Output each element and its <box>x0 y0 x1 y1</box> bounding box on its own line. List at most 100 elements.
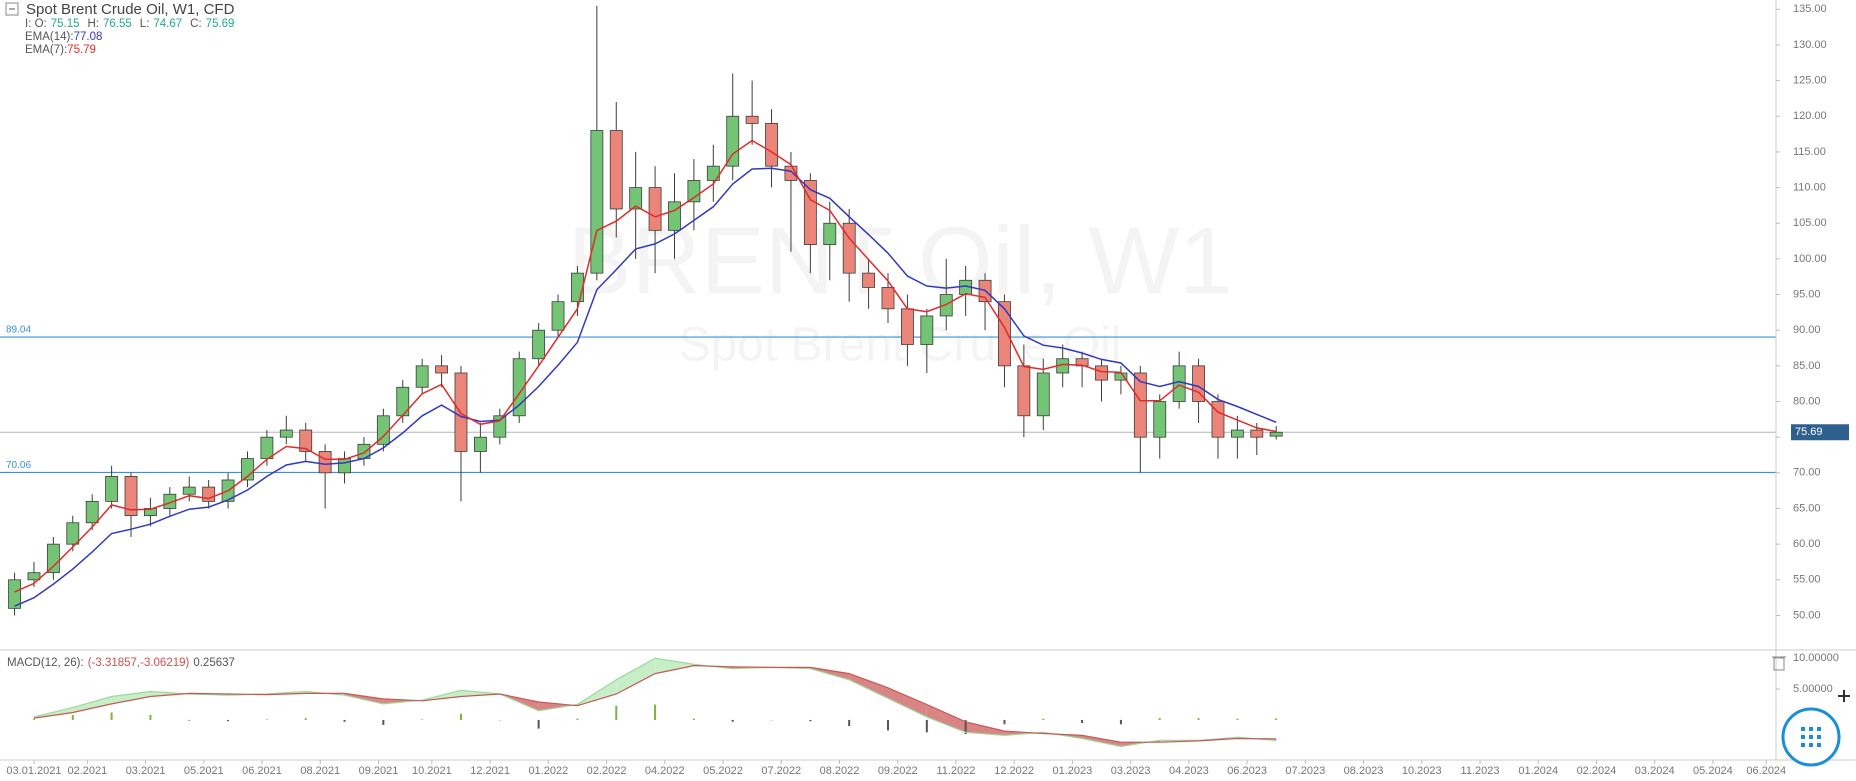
macd-fill <box>538 702 578 711</box>
move-icon[interactable] <box>1838 690 1850 702</box>
candle-body <box>1153 401 1167 438</box>
ohlc-value: 76.55 <box>103 18 132 30</box>
ohlc-label: I: O: <box>25 18 47 30</box>
candle-body <box>1133 372 1147 438</box>
ohlc-label: L: <box>140 18 150 30</box>
y-tick-label: 65.00 <box>1793 502 1821 514</box>
candle-body <box>1192 365 1205 402</box>
dot <box>1817 735 1821 739</box>
candle-body <box>1230 429 1244 438</box>
histogram-bar <box>615 705 618 720</box>
macd-values: (-3.31857,-3.06219) <box>88 657 190 669</box>
legend-entry: EMA(14):77.08 <box>25 31 102 43</box>
signal-line <box>33 664 1277 743</box>
histogram-bar <box>692 718 695 720</box>
macd-label: MACD(12, 26): <box>7 657 84 669</box>
x-tick-label: 06.2024 <box>1746 765 1786 777</box>
histogram-bar <box>576 718 579 720</box>
macd-fill <box>111 691 151 704</box>
y-tick-label: 80.00 <box>1793 395 1821 407</box>
y-tick-label: 50.00 <box>1793 609 1821 621</box>
x-tick-label: 01.2022 <box>528 765 568 777</box>
x-tick-label: 06.2023 <box>1227 765 1267 777</box>
watermark-sub: Spot Brent Crude Oil <box>679 319 1122 372</box>
histogram-bar <box>227 719 230 722</box>
y-tick-label: 135.00 <box>1793 3 1827 15</box>
histogram-bar <box>304 718 307 720</box>
x-tick-label: 01.2023 <box>1053 765 1093 777</box>
candle-body <box>182 486 196 495</box>
legend-label: EMA(7): <box>25 44 67 56</box>
candle-body <box>803 180 817 246</box>
candle-body <box>668 201 681 231</box>
histogram-bar <box>498 719 501 721</box>
x-tick-label: 02.2024 <box>1577 765 1617 777</box>
candle-body <box>900 308 914 345</box>
x-tick-label: 03.2023 <box>1111 765 1151 777</box>
candle-body <box>1269 431 1283 437</box>
ema-line <box>14 139 1277 593</box>
candle-body <box>571 272 584 303</box>
level-label: 89.04 <box>6 325 31 336</box>
y-tick-label: 55.00 <box>1793 574 1821 586</box>
candle-body <box>1095 365 1108 381</box>
legend-label: EMA(14): <box>25 31 74 43</box>
histogram-bar <box>887 719 889 731</box>
x-tick-label: 04.2022 <box>645 765 685 777</box>
macd-fill <box>460 690 500 697</box>
histogram-bar <box>537 719 540 729</box>
candle-body <box>1017 365 1031 417</box>
candle-body <box>318 451 332 474</box>
macd-fill <box>72 696 112 713</box>
y-tick-label: 5.00000 <box>1793 683 1833 695</box>
histogram-bar <box>1197 718 1200 720</box>
menu-dots <box>1801 727 1821 747</box>
histogram-bar <box>654 704 657 720</box>
candle-body <box>493 415 507 438</box>
candle-body <box>881 287 895 310</box>
x-tick-label: 05.2022 <box>703 765 743 777</box>
histogram-bar <box>265 719 268 720</box>
y-tick-label: 110.00 <box>1793 181 1826 193</box>
histogram-bar <box>770 719 773 721</box>
x-tick-label: 11.2023 <box>1461 765 1500 777</box>
candle-body <box>85 500 99 524</box>
chart-title: Spot Brent Crude Oil, W1, CFD <box>26 1 235 18</box>
dot <box>1801 727 1805 731</box>
x-tick-label: 03.2024 <box>1635 765 1675 777</box>
y-tick-label: 100.00 <box>1793 253 1827 265</box>
x-tick-label: 10.2023 <box>1402 765 1442 777</box>
x-tick-label: 07.2023 <box>1285 765 1325 777</box>
histogram-bar <box>1236 718 1239 720</box>
candle-body <box>551 301 565 331</box>
candle-body <box>8 579 21 609</box>
x-tick-label: 09.2021 <box>359 765 399 777</box>
y-tick-label: 105.00 <box>1793 217 1827 229</box>
x-tick-label: 03.2021 <box>126 765 166 777</box>
histogram-bar <box>1275 718 1278 720</box>
candle-body <box>842 222 856 274</box>
histogram-bar <box>71 715 74 720</box>
ohlc-label: H: <box>88 18 100 30</box>
candle-body <box>745 115 759 124</box>
histogram-bar <box>964 719 967 735</box>
candle-body <box>687 180 701 203</box>
plot-layer: 89.04 70.06 <box>0 5 1776 748</box>
x-tick-label: 07.2022 <box>761 765 801 777</box>
current-price-label: 75.69 <box>1795 426 1823 438</box>
histogram-bar <box>382 719 385 725</box>
y-tick-label: 115.00 <box>1793 146 1826 158</box>
histogram-bar <box>925 719 928 733</box>
x-tick-label: 04.2023 <box>1169 765 1209 777</box>
histogram-bar <box>110 712 113 720</box>
y-tick-label: 90.00 <box>1793 324 1821 336</box>
candle-body <box>473 436 487 452</box>
x-tick-label: 11.2022 <box>936 765 975 777</box>
candle-body <box>765 122 778 167</box>
y-tick-label: 85.00 <box>1793 360 1821 372</box>
dot <box>1817 743 1821 747</box>
menu-button[interactable] <box>1781 707 1841 767</box>
histogram-bar <box>188 719 191 721</box>
